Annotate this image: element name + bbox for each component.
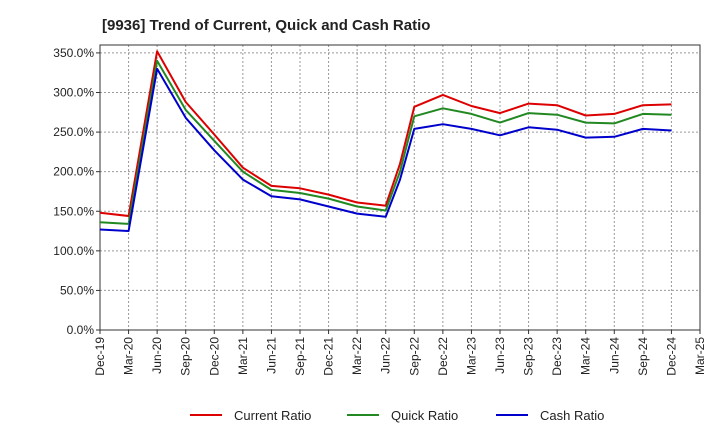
x-tick-label: Mar-22: [350, 337, 364, 375]
x-tick-label: Mar-20: [122, 337, 136, 375]
x-tick-label: Dec-20: [207, 337, 221, 376]
x-tick-label: Jun-23: [493, 337, 507, 374]
plot-frame: [99, 44, 701, 331]
x-tick-label: Dec-24: [664, 337, 678, 376]
legend-label: Cash Ratio: [540, 408, 604, 423]
x-tick-label: Dec-22: [436, 337, 450, 376]
legend-label: Current Ratio: [234, 408, 311, 423]
y-tick-label: 200.0%: [53, 165, 94, 179]
series-line-2: [99, 59, 672, 225]
series-line-3: [99, 67, 672, 232]
y-tick-label: 350.0%: [53, 46, 94, 60]
x-tick-label: Mar-24: [579, 337, 593, 375]
x-tick-label: Dec-19: [93, 337, 107, 376]
y-tick-label: 0.0%: [67, 323, 95, 337]
x-tick-label: Mar-21: [236, 337, 250, 375]
chart-title: [9936] Trend of Current, Quick and Cash …: [102, 17, 430, 34]
x-tick-label: Sep-24: [636, 337, 650, 376]
y-tick-label: 250.0%: [53, 125, 94, 139]
x-tick-label: Sep-23: [522, 337, 536, 376]
x-tick-label: Mar-23: [464, 337, 478, 375]
y-tick-label: 150.0%: [53, 204, 94, 218]
plot-area: 0.0% 50.0% 100.0% 150.0% 200.0% 250.0% 300.0% 3…: [53, 44, 707, 376]
series-line-1: [99, 50, 672, 217]
y-tick-label: 300.0%: [53, 86, 94, 100]
x-tick-label: Dec-21: [322, 337, 336, 376]
x-tick-label: Sep-22: [407, 337, 421, 376]
y-tick-label: 50.0%: [60, 283, 94, 297]
x-tick-label: Jun-24: [607, 337, 621, 374]
x-tick-label: Sep-21: [293, 337, 307, 376]
x-tick-label: Dec-23: [550, 337, 564, 376]
x-tick-label: Mar-25: [693, 337, 707, 375]
x-tick-label: Jun-22: [379, 337, 393, 374]
legend-label: Quick Ratio: [391, 408, 458, 423]
legend: Current Ratio Quick Ratio Cash Ratio: [190, 408, 604, 423]
x-tick-label: Jun-20: [150, 337, 164, 374]
x-tick-label: Jun-21: [264, 337, 278, 374]
x-tick-label: Sep-20: [179, 337, 193, 376]
y-tick-label: 100.0%: [53, 244, 94, 258]
